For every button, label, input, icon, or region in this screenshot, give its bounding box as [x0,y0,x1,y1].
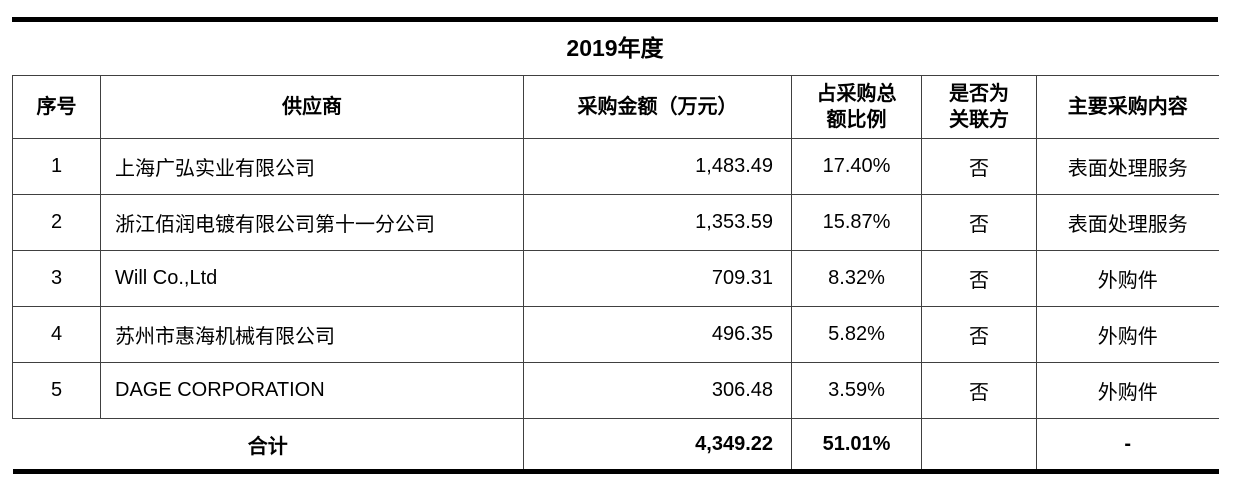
content-cell: 表面处理服务 [1036,194,1219,251]
ratio-cell: 8.32% [791,250,922,307]
table-row: 2 浙江佰润电镀有限公司第十一分公司 1,353.59 15.87% 否 表面处… [12,194,1219,251]
row-index-cell: 5 [12,362,101,419]
amount-cell: 709.31 [523,250,792,307]
total-label-cell: 合计 [12,418,524,474]
header-related-party: 是否为 关联方 [921,75,1037,139]
related-party-cell: 否 [921,306,1037,363]
content-cell: 外购件 [1036,250,1219,307]
ratio-cell: 15.87% [791,194,922,251]
total-related-party-cell [921,418,1037,474]
amount-cell: 496.35 [523,306,792,363]
header-ratio: 占采购总 额比例 [791,75,922,139]
content-cell: 表面处理服务 [1036,138,1219,195]
supplier-cell: DAGE CORPORATION [100,362,524,419]
supplier-cell: 苏州市惠海机械有限公司 [100,306,524,363]
row-index-cell: 1 [12,138,101,195]
supplier-cell: 上海广弘实业有限公司 [100,138,524,195]
ratio-cell: 17.40% [791,138,922,195]
header-no: 序号 [12,75,101,139]
row-index-cell: 2 [12,194,101,251]
related-party-cell: 否 [921,138,1037,195]
total-content-cell: - [1036,418,1219,474]
content-cell: 外购件 [1036,362,1219,419]
table-row: 3 Will Co.,Ltd 709.31 8.32% 否 外购件 [12,250,1219,307]
table-title: 2019年度 [566,35,664,61]
header-content: 主要采购内容 [1036,75,1219,139]
total-amount-cell: 4,349.22 [523,418,792,474]
total-row: 合计 4,349.22 51.01% - [12,418,1219,474]
table-row: 5 DAGE CORPORATION 306.48 3.59% 否 外购件 [12,362,1219,419]
content-cell: 外购件 [1036,306,1219,363]
supplier-table: 序号 供应商 采购金额（万元） 占采购总 额比例 是否为 关联方 主要采购内容 … [12,75,1219,474]
total-ratio-cell: 51.01% [791,418,922,474]
table-row: 1 上海广弘实业有限公司 1,483.49 17.40% 否 表面处理服务 [12,138,1219,195]
related-party-cell: 否 [921,194,1037,251]
table-row: 4 苏州市惠海机械有限公司 496.35 5.82% 否 外购件 [12,306,1219,363]
top-thick-rule [12,17,1218,22]
header-row: 序号 供应商 采购金额（万元） 占采购总 额比例 是否为 关联方 主要采购内容 [12,75,1219,139]
amount-cell: 1,353.59 [523,194,792,251]
ratio-cell: 5.82% [791,306,922,363]
amount-cell: 306.48 [523,362,792,419]
header-amount: 采购金额（万元） [523,75,792,139]
row-index-cell: 4 [12,306,101,363]
ratio-cell: 3.59% [791,362,922,419]
supplier-cell: Will Co.,Ltd [100,250,524,307]
supplier-cell: 浙江佰润电镀有限公司第十一分公司 [100,194,524,251]
row-index-cell: 3 [12,250,101,307]
header-supplier: 供应商 [100,75,524,139]
related-party-cell: 否 [921,362,1037,419]
related-party-cell: 否 [921,250,1037,307]
amount-cell: 1,483.49 [523,138,792,195]
